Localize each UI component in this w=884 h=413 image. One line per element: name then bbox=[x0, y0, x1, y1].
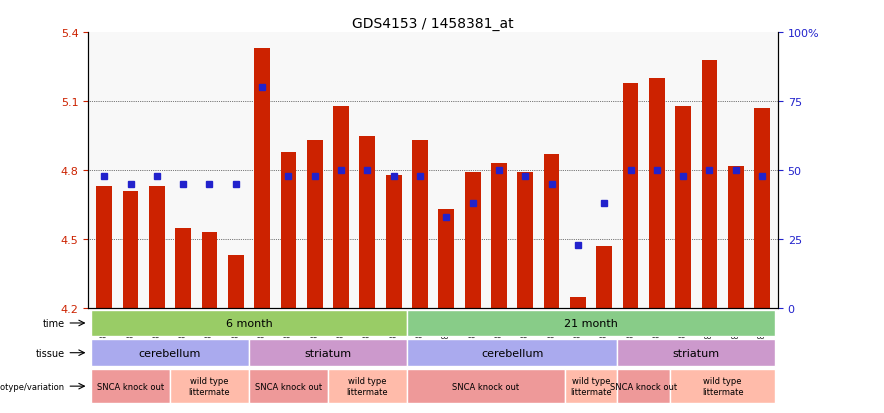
Bar bbox=[407, 33, 433, 309]
Text: time: time bbox=[42, 318, 65, 328]
Bar bbox=[702, 61, 718, 309]
Bar bbox=[749, 33, 775, 309]
Bar bbox=[196, 33, 223, 309]
FancyBboxPatch shape bbox=[249, 339, 407, 366]
Bar bbox=[517, 173, 533, 309]
Bar bbox=[412, 141, 428, 309]
Bar bbox=[360, 136, 376, 309]
Text: cerebellum: cerebellum bbox=[139, 348, 202, 358]
Bar bbox=[280, 152, 296, 309]
Bar bbox=[697, 33, 722, 309]
Bar bbox=[644, 33, 670, 309]
FancyBboxPatch shape bbox=[617, 370, 670, 403]
Bar bbox=[96, 187, 112, 309]
Bar bbox=[385, 175, 401, 309]
Bar bbox=[722, 33, 749, 309]
Bar bbox=[570, 297, 586, 309]
Text: 6 month: 6 month bbox=[225, 318, 272, 328]
Text: genotype/variation: genotype/variation bbox=[0, 382, 65, 391]
Bar bbox=[670, 33, 697, 309]
Text: wild type
littermate: wild type littermate bbox=[347, 377, 388, 396]
Text: tissue: tissue bbox=[35, 348, 65, 358]
Bar bbox=[486, 33, 512, 309]
Bar bbox=[728, 166, 743, 309]
Bar bbox=[328, 33, 354, 309]
FancyBboxPatch shape bbox=[91, 339, 249, 366]
Bar bbox=[255, 49, 270, 309]
Bar bbox=[622, 83, 638, 309]
FancyBboxPatch shape bbox=[670, 370, 775, 403]
Text: cerebellum: cerebellum bbox=[481, 348, 544, 358]
Text: SNCA knock out: SNCA knock out bbox=[97, 382, 164, 391]
Text: wild type
littermate: wild type littermate bbox=[188, 377, 230, 396]
FancyBboxPatch shape bbox=[407, 339, 617, 366]
Text: SNCA knock out: SNCA knock out bbox=[255, 382, 322, 391]
Text: 21 month: 21 month bbox=[564, 318, 618, 328]
FancyBboxPatch shape bbox=[170, 370, 249, 403]
Text: SNCA knock out: SNCA knock out bbox=[453, 382, 520, 391]
Bar bbox=[465, 173, 481, 309]
Bar bbox=[228, 256, 244, 309]
Bar bbox=[565, 33, 591, 309]
Bar bbox=[544, 154, 560, 309]
Bar bbox=[438, 210, 454, 309]
Bar bbox=[649, 79, 665, 309]
FancyBboxPatch shape bbox=[249, 370, 328, 403]
Bar bbox=[123, 191, 139, 309]
FancyBboxPatch shape bbox=[407, 370, 565, 403]
Bar bbox=[754, 109, 770, 309]
Bar bbox=[91, 33, 118, 309]
Bar bbox=[491, 164, 507, 309]
Bar bbox=[223, 33, 249, 309]
Bar bbox=[149, 187, 164, 309]
Bar bbox=[118, 33, 144, 309]
Bar bbox=[144, 33, 170, 309]
Bar bbox=[175, 228, 191, 309]
Bar bbox=[617, 33, 644, 309]
Text: SNCA knock out: SNCA knock out bbox=[610, 382, 677, 391]
Title: GDS4153 / 1458381_at: GDS4153 / 1458381_at bbox=[353, 17, 514, 31]
Bar bbox=[380, 33, 407, 309]
Text: striatum: striatum bbox=[304, 348, 352, 358]
Text: wild type
littermate: wild type littermate bbox=[570, 377, 612, 396]
FancyBboxPatch shape bbox=[565, 370, 617, 403]
Bar bbox=[597, 247, 612, 309]
Bar bbox=[249, 33, 275, 309]
Bar bbox=[354, 33, 380, 309]
FancyBboxPatch shape bbox=[617, 339, 775, 366]
Text: wild type
littermate: wild type littermate bbox=[702, 377, 743, 396]
Bar bbox=[591, 33, 617, 309]
FancyBboxPatch shape bbox=[328, 370, 407, 403]
Bar bbox=[170, 33, 196, 309]
Bar bbox=[460, 33, 486, 309]
Bar bbox=[538, 33, 565, 309]
Text: striatum: striatum bbox=[673, 348, 720, 358]
FancyBboxPatch shape bbox=[407, 310, 775, 337]
FancyBboxPatch shape bbox=[91, 370, 170, 403]
Bar bbox=[675, 107, 691, 309]
Bar bbox=[301, 33, 328, 309]
Bar bbox=[307, 141, 323, 309]
Bar bbox=[202, 233, 217, 309]
Bar bbox=[333, 107, 349, 309]
Bar bbox=[433, 33, 460, 309]
FancyBboxPatch shape bbox=[91, 310, 407, 337]
Bar bbox=[275, 33, 301, 309]
Bar bbox=[512, 33, 538, 309]
